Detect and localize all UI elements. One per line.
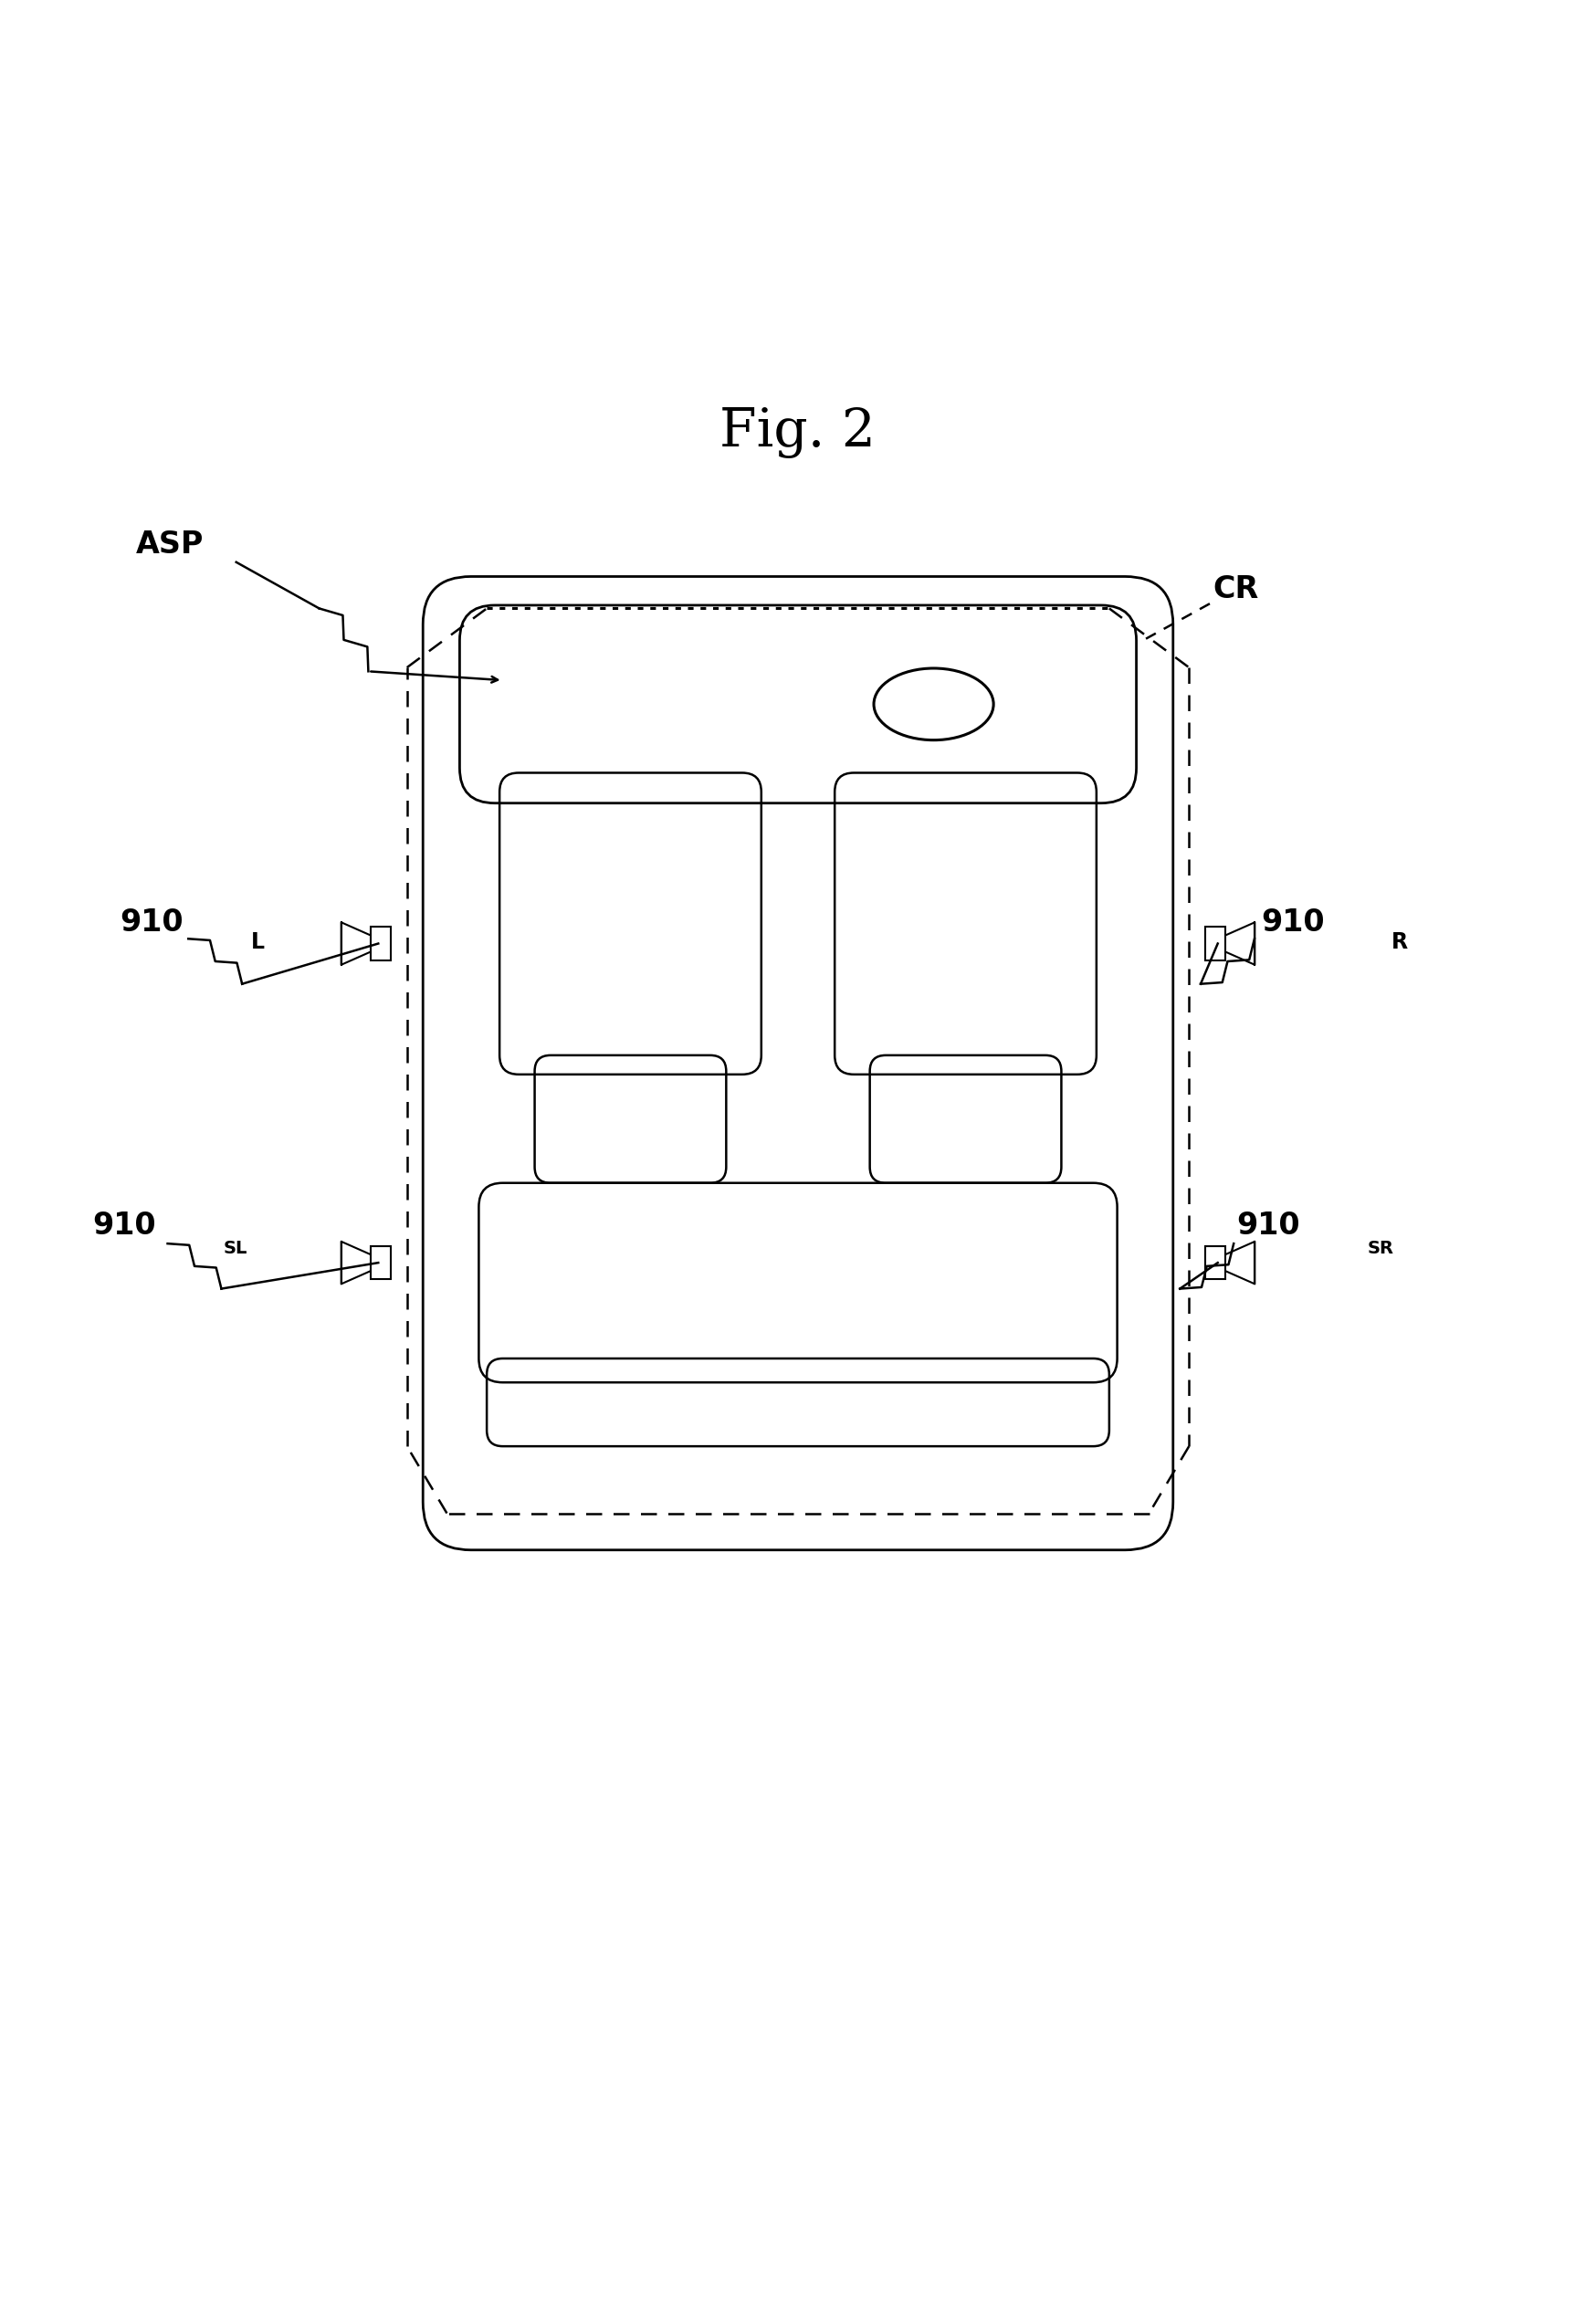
Text: 910: 910: [1237, 1210, 1301, 1240]
Text: ASP: ASP: [136, 529, 204, 559]
Text: SR: SR: [1368, 1240, 1395, 1256]
Bar: [370, 1247, 391, 1280]
Text: R: R: [1392, 932, 1408, 953]
Bar: [370, 927, 391, 960]
Bar: [1205, 1247, 1226, 1280]
Text: L: L: [251, 932, 265, 953]
Text: 910: 910: [1261, 909, 1325, 939]
Text: Fig. 2: Fig. 2: [720, 408, 876, 459]
Text: 910: 910: [120, 909, 184, 939]
Bar: [1205, 927, 1226, 960]
Text: CR: CR: [1213, 575, 1259, 605]
Text: SL: SL: [223, 1240, 247, 1256]
Text: 910: 910: [93, 1210, 156, 1240]
